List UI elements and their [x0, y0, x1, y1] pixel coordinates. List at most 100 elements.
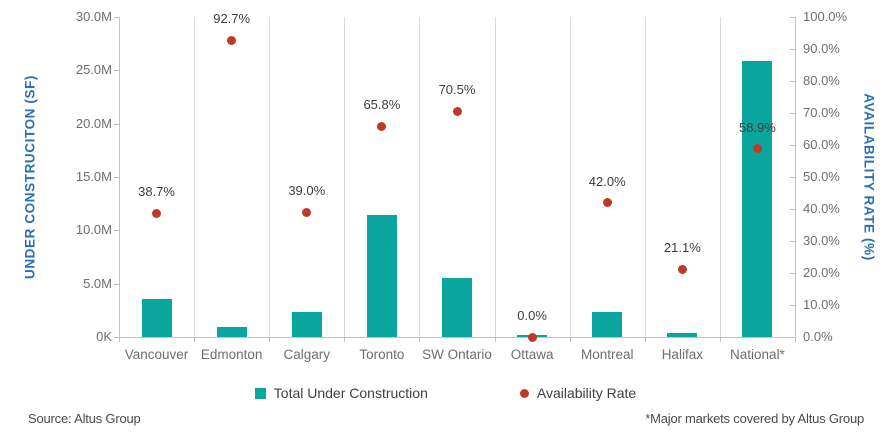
x-axis-tick: [344, 337, 346, 342]
category-gridline: [494, 17, 496, 337]
y-axis-tick-right: [790, 113, 795, 114]
y-axis-tick-label-left: 10.0M: [75, 222, 112, 238]
y-axis-tick-label-left: 15.0M: [75, 169, 112, 184]
x-axis-tick: [569, 337, 571, 342]
y-axis-tick-label-right: 20.0%: [803, 265, 840, 280]
y-axis-tick-label-right: 100.0%: [803, 9, 848, 24]
x-axis-tick: [494, 337, 496, 342]
category-gridline: [569, 17, 571, 337]
right-axis-title: AVAILABILITY RATE (%): [861, 93, 877, 261]
y-axis-tick-right: [790, 337, 795, 338]
bar-montreal: [592, 312, 623, 337]
legend-item-total-under-construction: Total Under Construction: [254, 385, 428, 401]
left-axis-title: UNDER CONSTRUCITON (SF): [22, 74, 38, 280]
category-gridline: [719, 17, 721, 337]
x-axis-category-label: Montreal: [580, 347, 634, 362]
y-axis-tick-right: [790, 17, 795, 18]
legend-item-availability-rate: Availability Rate: [519, 385, 637, 401]
y-axis-tick-label-right: 70.0%: [803, 105, 840, 120]
availability-dot: [377, 121, 387, 131]
bar-sw-ontario: [442, 278, 472, 337]
bar-national-: [742, 60, 773, 337]
x-axis-tick: [719, 337, 721, 342]
category-gridline: [419, 17, 421, 337]
availability-data-label: 70.5%: [438, 82, 476, 98]
availability-data-label: 58.9%: [739, 119, 776, 135]
y-axis-tick-label-left: 30.0M: [75, 9, 112, 24]
y-axis-tick-label-right: 10.0%: [803, 297, 840, 312]
left-axis-line: [119, 17, 120, 337]
dot-series-marker-icon: [519, 388, 529, 398]
availability-data-label: 39.0%: [288, 183, 326, 199]
right-axis-line: [795, 17, 796, 337]
y-axis-tick-right: [790, 305, 795, 306]
y-axis-tick-label-left: 5.0M: [83, 275, 112, 291]
availability-data-label: 38.7%: [138, 184, 175, 200]
y-axis-tick-left: [114, 177, 119, 178]
x-axis-category-label: Edmonton: [200, 347, 263, 362]
bar-toronto: [366, 215, 397, 337]
x-axis-category-label: Vancouver: [124, 347, 189, 362]
y-axis-tick-label-left: 20.0M: [75, 115, 112, 131]
availability-data-label: 65.8%: [363, 97, 401, 113]
y-axis-tick-label-left: 0K: [96, 329, 112, 344]
availability-dot: [452, 106, 462, 116]
legend-label: Total Under Construction: [273, 385, 428, 401]
y-axis-tick-right: [790, 81, 795, 82]
x-axis-tick: [119, 337, 120, 342]
y-axis-tick-left: [114, 283, 119, 285]
x-axis-category-label: National*: [730, 347, 785, 362]
x-axis-category-label: Calgary: [283, 347, 331, 362]
category-gridline: [269, 17, 271, 337]
source-credit: Source: Altus Group: [28, 411, 141, 426]
y-axis-tick-label-left: 25.0M: [75, 62, 112, 78]
y-axis-tick-label-right: 60.0%: [803, 137, 840, 152]
legend: Total Under Construction Availability Ra…: [0, 383, 891, 403]
availability-dot: [752, 144, 762, 154]
x-axis-tick: [419, 337, 421, 342]
y-axis-tick-left: [114, 337, 119, 338]
y-axis-tick-label-right: 90.0%: [803, 41, 840, 56]
y-axis-tick-right: [790, 241, 795, 242]
x-axis-category-label: SW Ontario: [422, 347, 492, 362]
bar-series-swatch-icon: [254, 387, 266, 399]
x-axis-category-label: Ottawa: [510, 347, 554, 362]
legend-label: Availability Rate: [536, 385, 637, 401]
availability-dot: [602, 198, 612, 208]
x-axis-category-label: Halifax: [661, 347, 703, 362]
y-axis-tick-right: [790, 177, 795, 178]
bar-edmonton: [216, 327, 247, 337]
y-axis-tick-label-right: 0.0%: [803, 329, 833, 344]
x-axis-tick: [795, 337, 796, 342]
y-axis-tick-label-right: 30.0%: [803, 233, 840, 248]
y-axis-tick-label-right: 80.0%: [803, 73, 840, 88]
y-axis-tick-left: [114, 70, 119, 72]
availability-dot: [302, 207, 312, 217]
y-axis-tick-right: [790, 49, 795, 50]
availability-data-label: 21.1%: [663, 240, 701, 256]
category-gridline: [194, 17, 196, 337]
category-gridline: [344, 17, 346, 337]
y-axis-tick-right: [790, 273, 795, 274]
category-gridline: [644, 17, 646, 337]
availability-dot: [677, 264, 687, 274]
x-axis-tick: [644, 337, 646, 342]
availability-data-label: 92.7%: [213, 11, 251, 27]
x-axis-tick: [269, 337, 271, 342]
y-axis-tick-right: [790, 145, 795, 146]
y-axis-tick-right: [790, 209, 795, 210]
y-axis-tick-label-right: 50.0%: [803, 169, 840, 184]
y-axis-tick-left: [114, 123, 119, 125]
x-axis-category-label: Toronto: [359, 347, 405, 362]
availability-dot: [152, 208, 162, 218]
footnote-major-markets: *Major markets covered by Altus Group: [645, 411, 864, 426]
bar-vancouver: [141, 298, 172, 337]
availability-data-label: 42.0%: [588, 173, 626, 189]
availability-dot: [527, 332, 537, 342]
y-axis-tick-label-right: 40.0%: [803, 201, 840, 216]
y-axis-tick-left: [114, 230, 119, 232]
x-axis-tick: [194, 337, 196, 342]
availability-dot: [227, 35, 237, 45]
x-axis-line: [119, 337, 796, 338]
